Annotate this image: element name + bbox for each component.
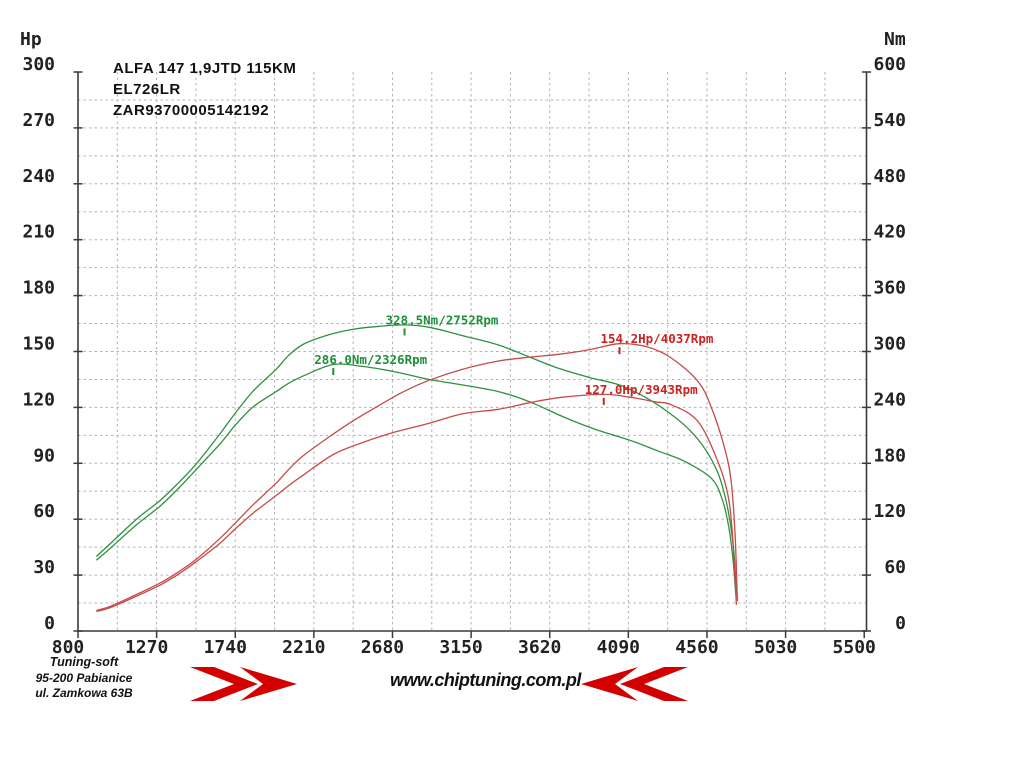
- x-tick-label: 3620: [518, 637, 561, 658]
- x-tick-label: 4560: [675, 637, 718, 658]
- right-tick-label: 540: [873, 110, 906, 131]
- left-tick-label: 270: [22, 110, 55, 131]
- x-tick-label: 4090: [597, 637, 640, 658]
- right-tick-label: 480: [873, 166, 906, 187]
- x-tick-label: 2680: [361, 637, 404, 658]
- peak-annotation-2: 154.2Hp/4037Rpm: [600, 331, 713, 346]
- x-tick-label: 5030: [754, 637, 797, 658]
- left-tick-label: 150: [22, 334, 55, 355]
- curve-torque-tuned: [95, 324, 738, 594]
- right-tick-label: 420: [873, 222, 906, 243]
- right-tick-label: 180: [873, 445, 906, 466]
- left-tick-label: 240: [22, 166, 55, 187]
- left-tick-label: 180: [22, 278, 55, 299]
- company-name: Tuning-soft: [49, 655, 119, 669]
- right-tick-label: 0: [895, 613, 906, 634]
- vin-number: ZAR93700005142192: [113, 102, 270, 119]
- peak-annotation-0: 328.5Nm/2752Rpm: [386, 312, 499, 327]
- left-tick-label: 120: [22, 389, 55, 410]
- left-tick-label: 300: [22, 54, 55, 75]
- left-tick-label: 210: [22, 222, 55, 243]
- company-street: ul. Zamkowa 63B: [35, 686, 133, 700]
- x-tick-label: 800: [52, 637, 85, 658]
- left-arrow-band-icon: [620, 667, 688, 701]
- x-tick-label: 2210: [282, 637, 325, 658]
- x-tick-label: 1740: [204, 637, 247, 658]
- right-axis-unit: Nm: [884, 29, 906, 50]
- run-code: EL726LR: [113, 81, 181, 98]
- title-block: ALFA 147 1,9JTD 115KM EL726LR ZAR9370000…: [113, 58, 296, 121]
- peak-annotation-3: 127.0Hp/3943Rpm: [585, 382, 698, 397]
- right-arrow-head-icon: [240, 667, 297, 701]
- x-tick-label: 5500: [833, 637, 876, 658]
- left-tick-label: 60: [33, 501, 55, 522]
- peak-annotation-1: 286.0Nm/2326Rpm: [314, 352, 427, 367]
- curve-power-tuned: [96, 342, 739, 612]
- website-text: www.chiptuning.com.pl: [390, 670, 581, 690]
- right-tick-label: 360: [873, 278, 906, 299]
- curve-torque-stock: [95, 363, 737, 594]
- right-tick-label: 240: [873, 389, 906, 410]
- left-axis-unit: Hp: [20, 29, 42, 50]
- left-arrow-head-icon: [581, 667, 638, 701]
- right-tick-label: 60: [884, 557, 906, 578]
- right-tick-label: 120: [873, 501, 906, 522]
- x-tick-label: 1270: [125, 637, 168, 658]
- left-tick-label: 90: [33, 445, 55, 466]
- company-postcode: 95-200 Pabianice: [35, 670, 133, 685]
- curve-power-stock: [96, 393, 738, 613]
- left-tick-label: 0: [44, 613, 55, 634]
- x-tick-label: 3150: [439, 637, 482, 658]
- right-tick-label: 600: [873, 54, 906, 75]
- right-arrow-band-icon: [190, 667, 258, 701]
- company-address-block: Tuning-soft 95-200 Pabianice ul. Zamkowa…: [16, 655, 152, 702]
- right-tick-label: 300: [873, 334, 906, 355]
- vehicle-title: ALFA 147 1,9JTD 115KM: [113, 60, 297, 77]
- left-tick-label: 30: [33, 557, 55, 578]
